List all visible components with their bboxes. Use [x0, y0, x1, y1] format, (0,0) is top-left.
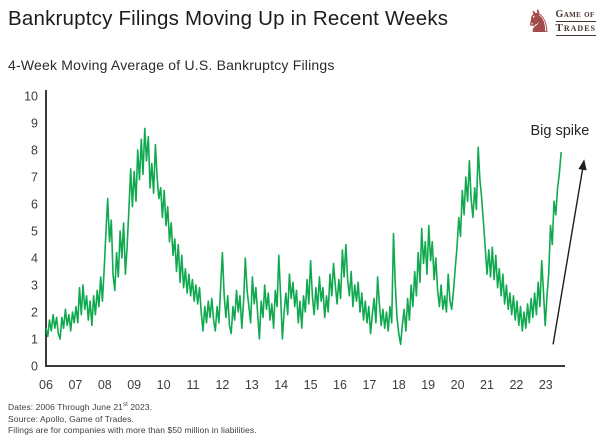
- logo-text: Game of Trades: [555, 8, 596, 36]
- footnote-dates: Dates: 2006 Through June 21st 2023.: [8, 402, 153, 412]
- y-axis-label: 3: [31, 279, 38, 293]
- x-axis-label: 15: [304, 378, 318, 392]
- y-axis-label: 9: [31, 117, 38, 131]
- x-axis-label: 17: [362, 378, 376, 392]
- y-axis-label: 6: [31, 198, 38, 212]
- x-axis-label: 16: [333, 378, 347, 392]
- x-axis-label: 18: [392, 378, 406, 392]
- logo-line1: Game of: [555, 8, 596, 22]
- x-axis-label: 11: [187, 378, 200, 392]
- y-axis-label: 10: [24, 90, 38, 104]
- chart-footnotes: Dates: 2006 Through June 21st 2023. Sour…: [8, 402, 257, 437]
- page-title: Bankruptcy Filings Moving Up in Recent W…: [8, 7, 449, 30]
- annotation-text: Big spike: [530, 123, 589, 139]
- x-axis-label: 07: [68, 378, 82, 392]
- y-axis-label: 8: [31, 144, 38, 158]
- x-axis-label: 14: [274, 378, 288, 392]
- chess-knight-icon: ♞: [524, 4, 553, 39]
- x-axis-label: 23: [539, 378, 553, 392]
- x-axis-label: 21: [480, 378, 494, 392]
- x-axis-label: 13: [245, 378, 259, 392]
- annotation-arrow: [552, 159, 587, 345]
- x-axis-label: 06: [39, 378, 53, 392]
- y-axis-label: 2: [31, 306, 38, 320]
- x-axis-label: 19: [421, 378, 435, 392]
- x-axis-label: 09: [127, 378, 141, 392]
- x-axis-label: 08: [98, 378, 112, 392]
- y-axis-label: 0: [31, 360, 38, 374]
- superscript-st: st: [123, 402, 128, 409]
- y-axis-labels: 0 1 2 3 4 5 6 7 8 9 10: [24, 90, 38, 374]
- y-axis-label: 7: [31, 171, 38, 185]
- footnote-source: Source: Apollo, Game of Trades.: [8, 413, 134, 424]
- x-axis-labels: 06 07 08 09 10 11 12 13 14 15 16 17 18 19 20 21 22 23: [39, 378, 553, 392]
- logo-line2: Trades: [555, 21, 596, 36]
- y-axis-label: 1: [31, 333, 38, 347]
- x-axis-label: 20: [451, 378, 465, 392]
- x-axis-label: 12: [215, 378, 229, 392]
- chart-subtitle: 4-Week Moving Average of U.S. Bankruptcy…: [8, 57, 335, 73]
- x-axis-label: 22: [509, 378, 523, 392]
- footnote-note: Filings are for companies with more than…: [8, 425, 257, 435]
- y-axis-label: 5: [31, 225, 38, 239]
- y-axis-label: 4: [31, 252, 38, 266]
- logo-game-of-trades: ♞ Game of Trades: [525, 4, 596, 40]
- x-axis-label: 10: [157, 378, 171, 392]
- series-line: [45, 127, 562, 346]
